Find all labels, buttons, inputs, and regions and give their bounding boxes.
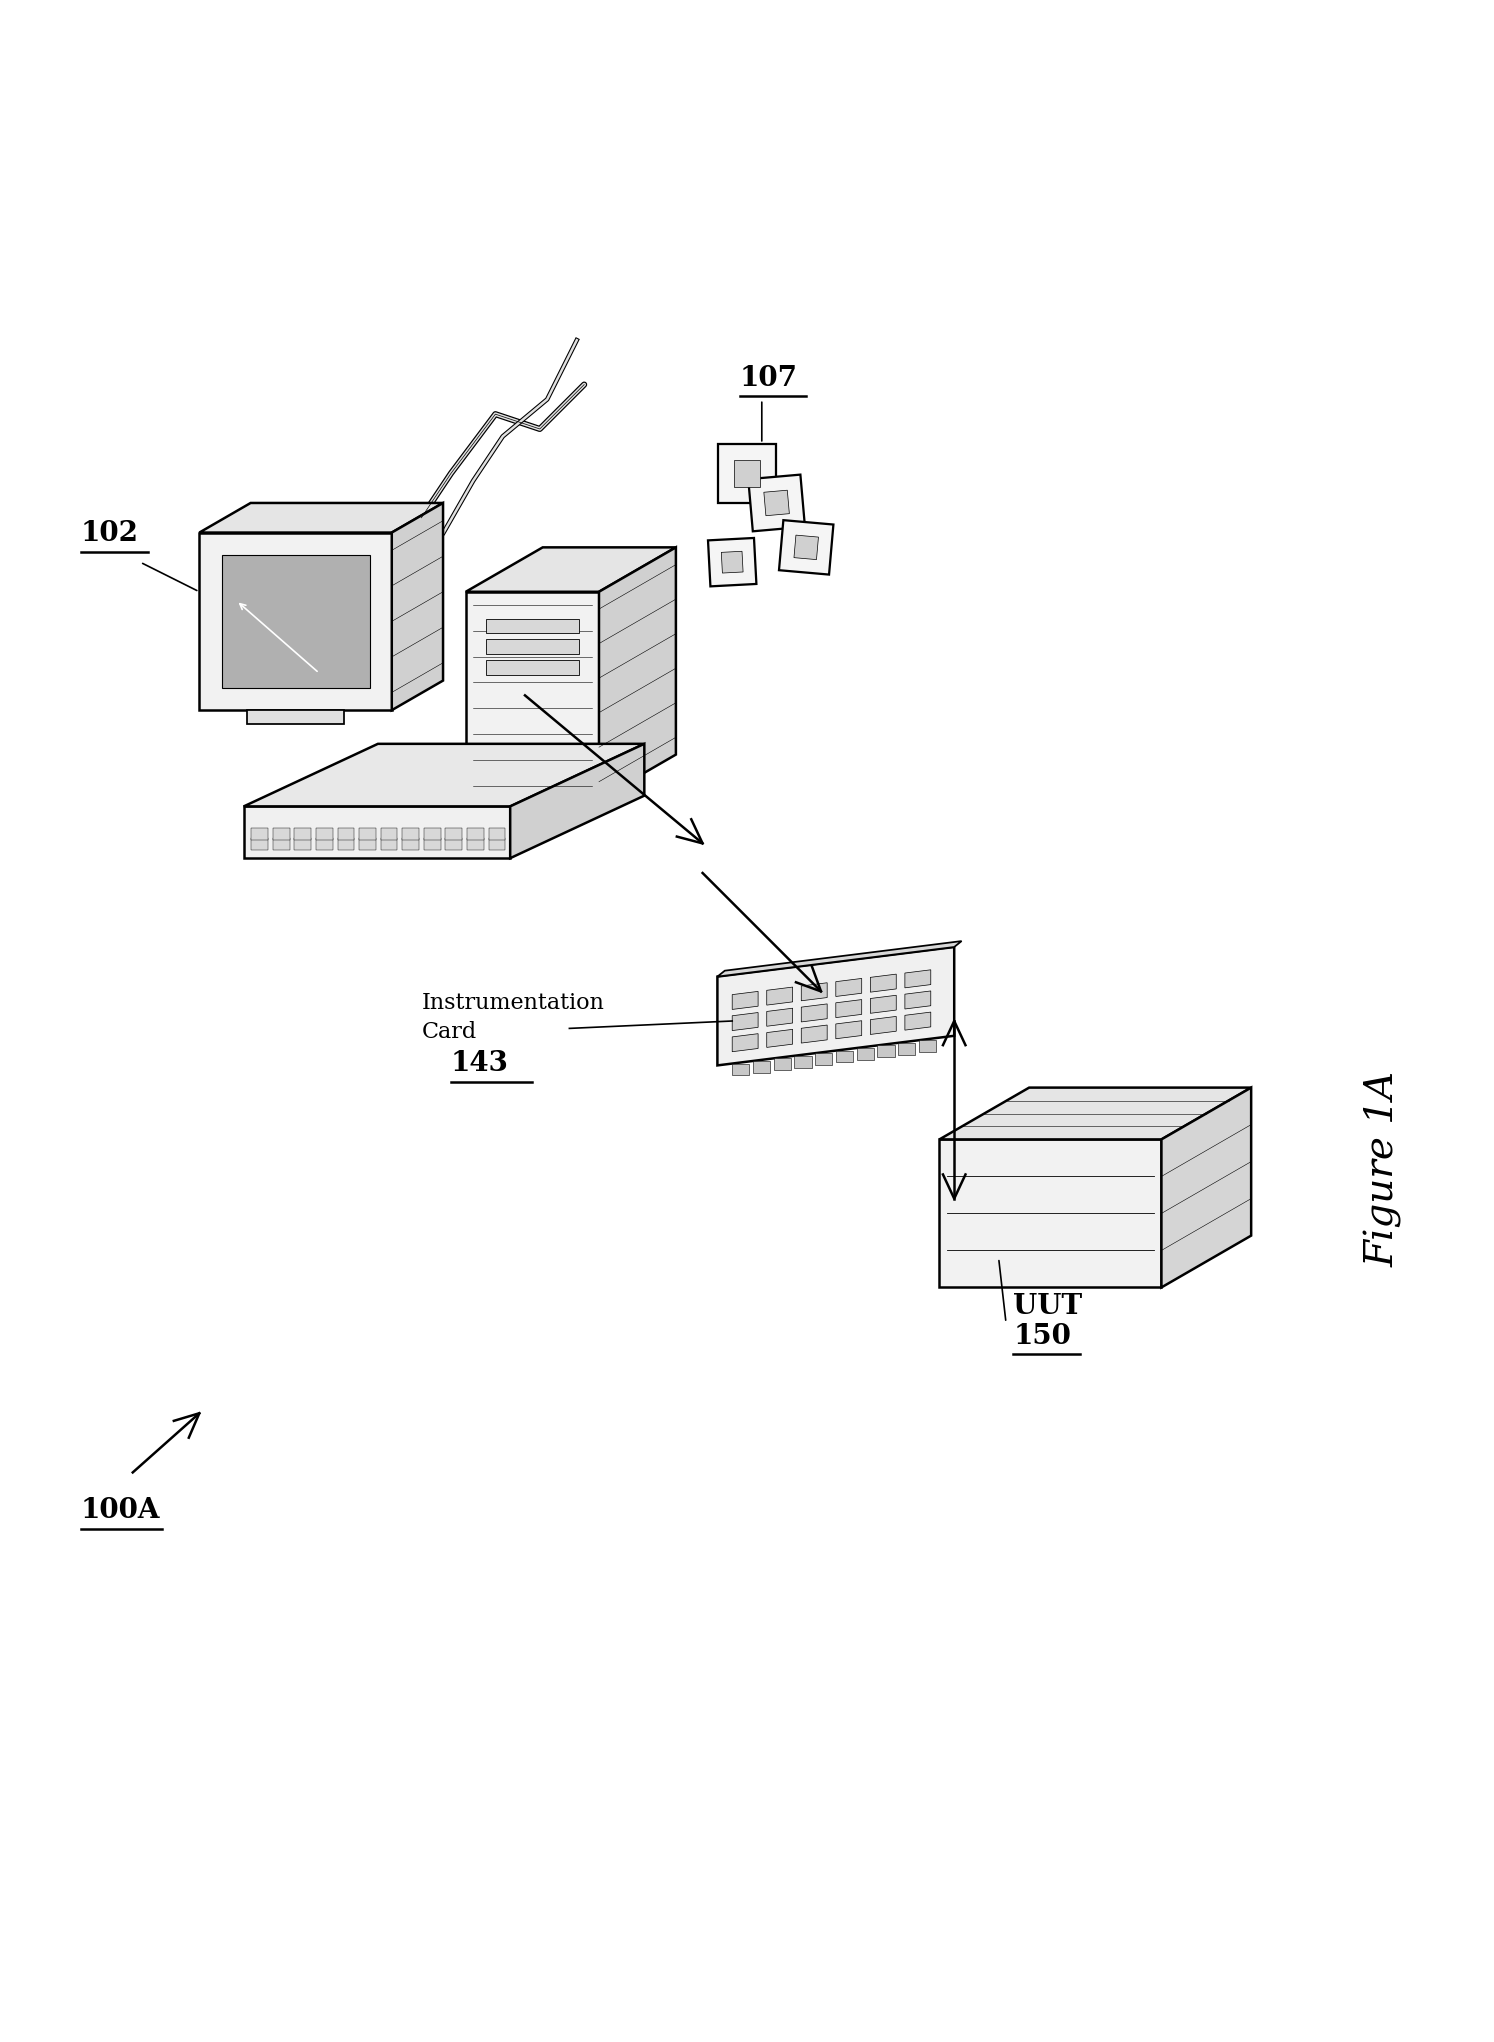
Polygon shape [381, 827, 397, 839]
Polygon shape [766, 986, 793, 1005]
Polygon shape [835, 1050, 853, 1062]
Polygon shape [402, 827, 418, 839]
Polygon shape [486, 619, 580, 633]
Polygon shape [294, 827, 311, 839]
Polygon shape [486, 639, 580, 653]
Polygon shape [338, 837, 354, 849]
Polygon shape [722, 551, 743, 574]
Polygon shape [338, 827, 354, 839]
Polygon shape [801, 982, 828, 1001]
Polygon shape [778, 521, 834, 574]
Polygon shape [919, 1039, 935, 1052]
Polygon shape [315, 837, 333, 849]
Polygon shape [294, 837, 311, 849]
Polygon shape [801, 1005, 828, 1021]
Polygon shape [486, 660, 580, 674]
Polygon shape [466, 547, 675, 592]
Text: 107: 107 [740, 366, 798, 392]
Polygon shape [871, 994, 896, 1013]
Polygon shape [717, 947, 955, 1066]
Polygon shape [221, 555, 369, 688]
Polygon shape [877, 1046, 895, 1058]
Polygon shape [466, 592, 599, 798]
Polygon shape [402, 837, 418, 849]
Polygon shape [835, 1021, 862, 1039]
Polygon shape [753, 1062, 771, 1072]
Polygon shape [793, 535, 819, 560]
Polygon shape [732, 1013, 757, 1031]
Polygon shape [199, 533, 391, 711]
Polygon shape [509, 743, 644, 858]
Polygon shape [708, 537, 756, 586]
Polygon shape [244, 807, 509, 858]
Polygon shape [801, 1025, 828, 1043]
Polygon shape [816, 1054, 832, 1066]
Polygon shape [468, 827, 484, 839]
Polygon shape [359, 837, 376, 849]
Polygon shape [468, 837, 484, 849]
Polygon shape [748, 474, 805, 531]
Polygon shape [717, 443, 777, 502]
Polygon shape [795, 1056, 811, 1068]
Text: 102: 102 [81, 521, 139, 547]
Polygon shape [835, 1001, 862, 1017]
Polygon shape [273, 837, 290, 849]
Polygon shape [251, 827, 267, 839]
Polygon shape [905, 990, 931, 1009]
Polygon shape [717, 941, 962, 976]
Polygon shape [940, 1139, 1161, 1286]
Polygon shape [856, 1048, 874, 1060]
Polygon shape [734, 459, 760, 486]
Text: Figure 1A: Figure 1A [1364, 1070, 1403, 1268]
Polygon shape [424, 827, 441, 839]
Text: Instrumentation: Instrumentation [421, 992, 604, 1013]
Text: UUT: UUT [1013, 1293, 1083, 1319]
Polygon shape [424, 837, 441, 849]
Polygon shape [732, 1033, 757, 1052]
Polygon shape [871, 974, 896, 992]
Polygon shape [1161, 1088, 1250, 1286]
Polygon shape [871, 1017, 896, 1035]
Polygon shape [359, 827, 376, 839]
Polygon shape [898, 1043, 916, 1054]
Polygon shape [273, 827, 290, 839]
Text: 100A: 100A [81, 1497, 160, 1523]
Polygon shape [905, 970, 931, 988]
Polygon shape [774, 1058, 790, 1070]
Polygon shape [766, 1009, 793, 1027]
Polygon shape [905, 1013, 931, 1029]
Polygon shape [391, 502, 444, 711]
Polygon shape [199, 502, 444, 533]
Polygon shape [599, 547, 675, 798]
Polygon shape [732, 990, 757, 1009]
Polygon shape [248, 711, 344, 725]
Polygon shape [251, 837, 267, 849]
Polygon shape [445, 827, 462, 839]
Text: 143: 143 [451, 1050, 509, 1078]
Polygon shape [445, 837, 462, 849]
Polygon shape [766, 1029, 793, 1048]
Polygon shape [244, 743, 644, 807]
Polygon shape [489, 827, 505, 839]
Text: Card: Card [421, 1021, 477, 1043]
Polygon shape [381, 837, 397, 849]
Polygon shape [835, 978, 862, 996]
Polygon shape [489, 837, 505, 849]
Polygon shape [315, 827, 333, 839]
Polygon shape [732, 1064, 750, 1076]
Text: 150: 150 [1013, 1323, 1071, 1350]
Polygon shape [763, 490, 789, 517]
Polygon shape [940, 1088, 1250, 1139]
